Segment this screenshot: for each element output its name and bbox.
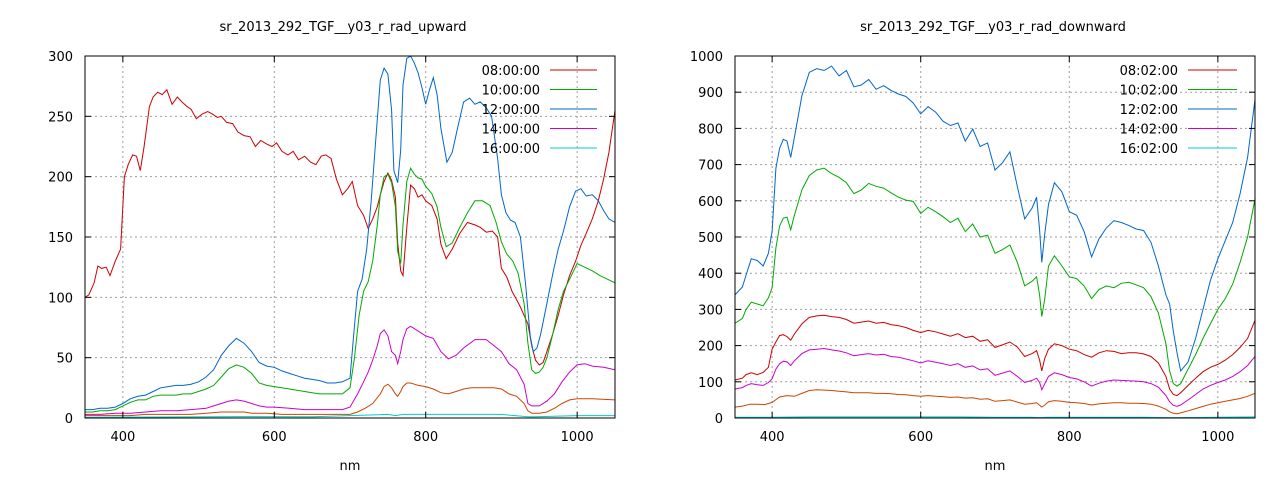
legend-label: 16:00:00 xyxy=(482,142,540,157)
series-line-unlabeled-5 xyxy=(735,389,1255,415)
legend-label: 08:00:00 xyxy=(482,64,540,79)
plot-area xyxy=(85,56,615,418)
series-line-16-00-00 xyxy=(85,413,615,418)
series-line-14-02-00 xyxy=(735,347,1255,407)
y-tick-label: 200 xyxy=(48,171,73,186)
legend-label: 14:02:00 xyxy=(1120,123,1178,138)
x-tick-label: 1000 xyxy=(1201,430,1234,445)
y-tick-label: 800 xyxy=(698,122,723,137)
legend-label: 10:00:00 xyxy=(482,84,540,99)
chart-title: sr_2013_292_TGF__y03_r_rad_upward xyxy=(219,20,466,35)
y-tick-label: 700 xyxy=(698,159,723,174)
legend-label: 12:02:00 xyxy=(1120,103,1178,118)
y-tick-label: 900 xyxy=(698,86,723,101)
y-tick-label: 0 xyxy=(715,412,723,427)
x-tick-label: 800 xyxy=(413,430,438,445)
series-line-12-00-00 xyxy=(85,56,615,411)
panel-upward: sr_2013_292_TGF__y03_r_rad_upward 400 600 8… xyxy=(48,20,616,474)
series-line-10-00-00 xyxy=(85,166,615,413)
y-tick-label: 200 xyxy=(698,340,723,355)
x-tick-label: 1000 xyxy=(561,430,594,445)
legend-label: 16:02:00 xyxy=(1120,142,1178,157)
x-tick-label: 400 xyxy=(110,430,135,445)
y-tick-label: 0 xyxy=(65,412,73,427)
y-tick-label: 100 xyxy=(698,376,723,391)
y-tick-label: 50 xyxy=(56,352,73,367)
series-line-10-02-00 xyxy=(735,167,1255,387)
y-tick-label: 100 xyxy=(48,291,73,306)
legend-label: 10:02:00 xyxy=(1120,84,1178,99)
y-tick-label: 500 xyxy=(698,231,723,246)
y-tick-label: 300 xyxy=(698,303,723,318)
x-tick-label: 800 xyxy=(1057,430,1082,445)
x-tick-label: 600 xyxy=(262,430,287,445)
y-tick-label: 600 xyxy=(698,195,723,210)
series-line-14-00-00 xyxy=(85,325,615,415)
legend-label: 12:00:00 xyxy=(482,103,540,118)
x-tick-label: 600 xyxy=(908,430,933,445)
series-line-08-00-00 xyxy=(85,88,615,366)
x-axis-label: nm xyxy=(340,459,361,474)
series-line-12-02-00 xyxy=(735,65,1255,373)
x-axis-label: nm xyxy=(985,459,1006,474)
panel-downward: sr_2013_292_TGF__y03_r_rad_downward 400 60… xyxy=(690,20,1256,474)
series-line-unlabeled-5 xyxy=(85,382,615,417)
series-line-08-02-00 xyxy=(735,314,1255,397)
legend-label: 14:00:00 xyxy=(482,123,540,138)
legend-label: 08:02:00 xyxy=(1120,64,1178,79)
y-tick-label: 1000 xyxy=(690,50,723,65)
y-tick-label: 150 xyxy=(48,231,73,246)
plot-area xyxy=(735,65,1255,418)
chart-title: sr_2013_292_TGF__y03_r_rad_downward xyxy=(860,20,1126,35)
series-line-16-02-00 xyxy=(735,416,1255,418)
y-tick-label: 300 xyxy=(48,50,73,65)
y-tick-label: 250 xyxy=(48,110,73,125)
y-tick-label: 400 xyxy=(698,267,723,282)
x-tick-label: 400 xyxy=(760,430,785,445)
